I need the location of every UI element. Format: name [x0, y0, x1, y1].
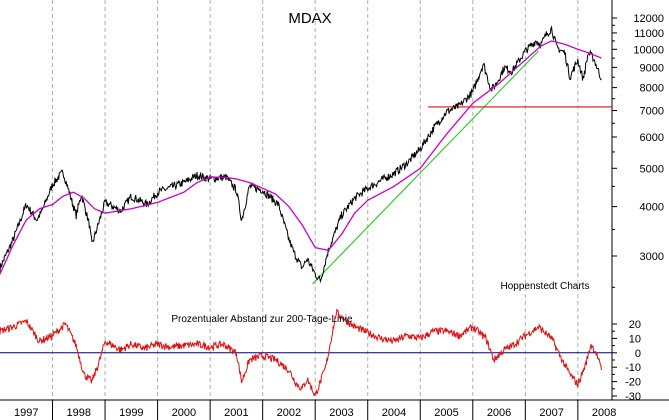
chart-title: MDAX [288, 10, 331, 27]
x-tick-label: 2006 [487, 407, 511, 419]
y-tick-label: 12000 [633, 13, 664, 25]
x-tick-label: 1998 [67, 407, 91, 419]
y2-tick-label: 10 [629, 333, 641, 345]
x-tick-label: 2008 [592, 407, 616, 419]
year-tick-labels: 1997 1998 1999 2000 2001 2002 2003 2004 2005 2006… [14, 407, 616, 419]
mdax-index-line [0, 25, 602, 284]
deviation-line [0, 308, 602, 397]
plot-series [0, 25, 602, 397]
price-axis-ticks: 3000 4000 5000 6000 7000 8000 9000 10000 11000 12… [612, 13, 664, 288]
y2-tick-label: 0 [635, 348, 641, 360]
y-tick-label: 7000 [640, 106, 664, 118]
chart-source-note: Hoppenstedt Charts [501, 281, 590, 292]
y-tick-label: 4000 [640, 202, 664, 214]
y-tick-label: 10000 [633, 44, 664, 56]
x-tick-label: 1997 [14, 407, 38, 419]
y2-tick-label: 20 [629, 319, 641, 331]
x-tick-label: 2003 [329, 407, 353, 419]
x-tick-label: 2001 [224, 407, 248, 419]
x-tick-label: 2007 [539, 407, 563, 419]
x-tick-label: 2000 [172, 407, 196, 419]
y-tick-label: 8000 [640, 83, 664, 95]
y2-tick-label: -10 [625, 362, 641, 374]
x-tick-label: 1999 [119, 407, 143, 419]
y2-tick-label: -30 [625, 391, 641, 403]
overlay-lines [0, 50, 612, 354]
deviation-panel-title: Prozentualer Abstand zur 200-Tage-Linie [171, 314, 353, 325]
y2-tick-label: -20 [625, 377, 641, 389]
x-tick-label: 2004 [382, 407, 406, 419]
y-tick-label: 9000 [640, 62, 664, 74]
deviation-axis-ticks: 20 10 0 -10 -20 -30 [612, 319, 641, 403]
ma200-line [0, 40, 602, 275]
x-tick-label: 2002 [277, 407, 301, 419]
y-tick-label: 5000 [640, 163, 664, 175]
y-tick-label: 3000 [640, 251, 664, 263]
trendline-line [312, 50, 539, 285]
y-tick-label: 6000 [640, 132, 664, 144]
y-tick-label: 11000 [634, 28, 664, 40]
x-tick-label: 2005 [434, 407, 458, 419]
